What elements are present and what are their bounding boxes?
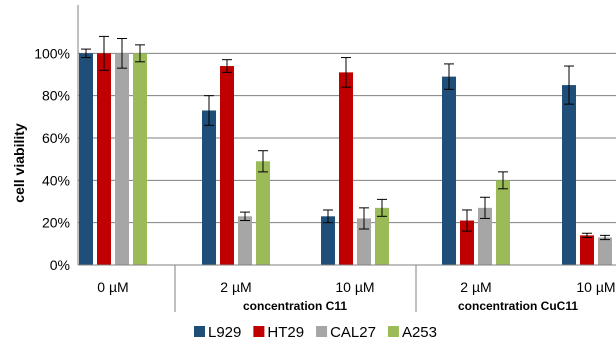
y-tick-label: 100%	[34, 45, 70, 61]
error-bar	[323, 209, 333, 224]
y-tick-label: 20%	[42, 215, 70, 231]
error-bar	[81, 48, 91, 59]
bar-ht29	[580, 235, 594, 265]
legend-swatch	[387, 326, 399, 337]
x-group-label: concentration C11	[243, 299, 347, 313]
error-bar	[258, 150, 268, 173]
bar-l929	[442, 76, 456, 265]
x-category-labels: 0 µM 2 µM 10 µM 2 µM 10 µM	[97, 279, 615, 295]
y-tick-label: 0%	[50, 257, 70, 273]
x-group-label: concentration CuC11	[458, 299, 578, 313]
bar-cal27	[115, 53, 129, 266]
y-tick-labels: 0% 20% 40% 60% 80% 100%	[34, 45, 70, 273]
legend-swatch	[194, 326, 205, 337]
x-category-label: 2 µM	[460, 279, 491, 295]
legend-label: L929	[208, 324, 241, 341]
legend-item-cal27: CAL27	[316, 324, 376, 341]
y-tick-label: 40%	[42, 172, 70, 188]
bar-ht29	[220, 66, 234, 266]
bar-l929	[321, 216, 335, 265]
x-group-labels: concentration C11 concentration CuC11	[243, 299, 578, 313]
error-bar	[377, 198, 387, 217]
error-bar	[498, 171, 508, 190]
bar-a253	[496, 180, 510, 265]
bar-ht29	[97, 53, 111, 266]
bar-cal27	[478, 207, 492, 265]
legend-label: CAL27	[330, 324, 376, 341]
error-bar	[99, 35, 109, 71]
error-bar	[222, 59, 232, 73]
legend-label: A253	[402, 324, 437, 341]
error-bar	[240, 211, 250, 222]
legend-item-a253: A253	[387, 324, 437, 341]
legend-swatch	[316, 326, 328, 337]
x-category-label: 2 µM	[220, 279, 251, 295]
legend-item-ht29: HT29	[253, 324, 304, 341]
y-tick-label: 80%	[42, 88, 70, 104]
x-category-label: 10 µM	[335, 279, 374, 295]
bar-cal27	[238, 216, 252, 265]
error-bars	[81, 35, 610, 241]
x-category-label: 0 µM	[97, 279, 128, 295]
bar-cal27	[357, 218, 371, 265]
legend-item-l929: L929	[194, 324, 241, 341]
error-bar	[359, 207, 369, 230]
bar-a253	[256, 161, 270, 265]
legend: L929 HT29 CAL27 A253	[194, 324, 437, 341]
error-bar	[582, 232, 592, 238]
legend-swatch	[253, 326, 265, 337]
bar-a253	[375, 207, 389, 265]
error-bar	[341, 57, 351, 88]
error-bar	[564, 65, 574, 105]
error-bar	[204, 95, 214, 126]
bar-l929	[202, 110, 216, 265]
error-bar	[117, 38, 127, 69]
error-bar	[135, 44, 145, 63]
error-bar	[480, 196, 490, 219]
bar-a253	[133, 53, 147, 266]
error-bar	[462, 209, 472, 232]
y-tick-label: 60%	[42, 130, 70, 146]
bar-ht29	[460, 220, 474, 265]
bar-l929	[562, 85, 576, 265]
bar-cal27	[598, 237, 612, 265]
x-category-label: 10 µM	[576, 279, 615, 295]
legend-label: HT29	[267, 324, 304, 341]
y-axis-title: cell viability	[11, 123, 27, 203]
bar-ht29	[339, 72, 353, 265]
axes	[77, 5, 616, 312]
bar-l929	[79, 53, 93, 266]
error-bar	[444, 63, 454, 90]
error-bar	[600, 234, 610, 241]
bars	[79, 53, 612, 266]
